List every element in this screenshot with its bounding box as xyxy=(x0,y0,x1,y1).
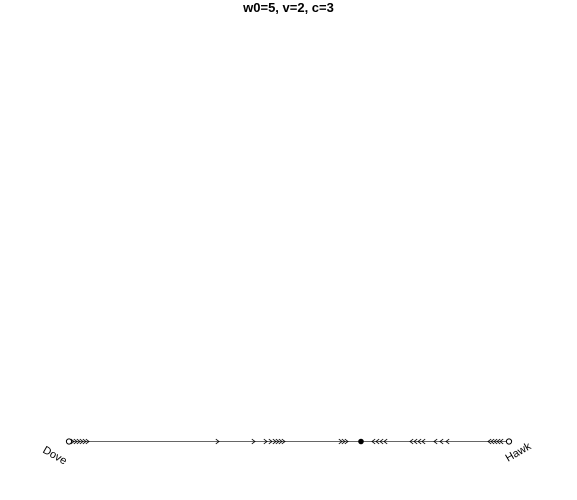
flow-arrowhead xyxy=(281,438,286,445)
flow-arrowhead xyxy=(409,438,414,445)
flow-arrows xyxy=(70,438,504,445)
flow-arrowhead xyxy=(344,438,349,445)
flow-arrowhead xyxy=(268,438,273,445)
flow-arrowhead xyxy=(487,438,492,445)
flow-arrowhead xyxy=(76,438,81,445)
flow-arrowhead xyxy=(439,438,444,445)
flow-arrowhead xyxy=(79,438,84,445)
flow-arrowhead xyxy=(445,438,450,445)
hawk-endpoint-unstable xyxy=(505,438,513,445)
flow-arrowhead xyxy=(371,438,376,445)
interior-rest-point-stable xyxy=(358,438,364,445)
flow-arrowhead xyxy=(490,438,495,445)
flow-arrowhead xyxy=(70,438,75,445)
flow-arrowhead xyxy=(379,438,384,445)
flow-arrowhead xyxy=(263,438,268,445)
flow-arrowhead xyxy=(251,438,256,445)
vertex-label-dove: Dove xyxy=(41,444,69,467)
flow-arrowhead xyxy=(215,438,220,445)
flow-arrowhead xyxy=(278,438,283,445)
flow-arrowhead xyxy=(338,438,343,445)
flow-arrowhead xyxy=(421,438,426,445)
flow-arrowhead xyxy=(433,438,438,445)
flow-arrowhead xyxy=(499,438,504,445)
flow-arrowhead xyxy=(375,438,380,445)
flow-arrowhead xyxy=(413,438,418,445)
flow-arrowhead xyxy=(493,438,498,445)
chart-title: w0=5, v=2, c=3 xyxy=(243,0,334,15)
flow-arrowhead xyxy=(341,438,346,445)
flow-arrowhead xyxy=(496,438,501,445)
flow-arrowhead xyxy=(272,438,277,445)
flow-arrowhead xyxy=(73,438,78,445)
flow-arrowhead xyxy=(275,438,280,445)
flow-arrowhead xyxy=(85,438,90,445)
flow-arrowhead xyxy=(417,438,422,445)
dove-endpoint-unstable xyxy=(65,438,73,445)
flow-arrowhead xyxy=(82,438,87,445)
flow-arrowhead xyxy=(383,438,388,445)
